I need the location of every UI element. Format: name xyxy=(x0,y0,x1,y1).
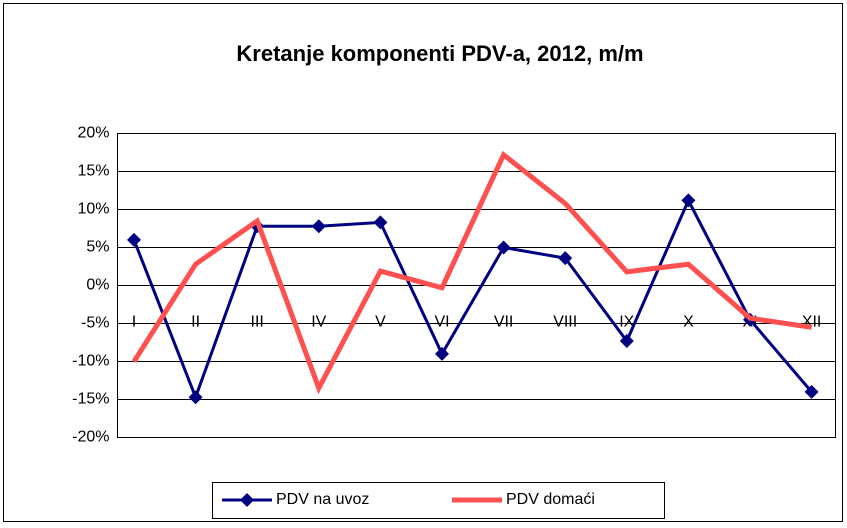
x-tick-label: V xyxy=(375,314,386,331)
x-tick-label: III xyxy=(251,314,264,331)
x-tick-label: VII xyxy=(494,314,514,331)
chart-frame xyxy=(3,3,843,522)
y-tick-label: 0% xyxy=(86,277,109,294)
y-tick-label: 10% xyxy=(77,201,109,218)
marker xyxy=(127,232,141,247)
marker xyxy=(373,215,388,230)
x-tick-label: II xyxy=(191,314,200,331)
marker xyxy=(496,240,511,255)
legend-marker xyxy=(240,493,254,507)
marker xyxy=(188,390,203,405)
legend-label: PDV domaći xyxy=(506,491,595,508)
marker xyxy=(311,219,326,234)
y-tick-label: -10% xyxy=(72,353,109,370)
x-tick-label: IV xyxy=(311,314,326,331)
marker xyxy=(435,346,449,361)
x-tick-label: X xyxy=(683,314,694,331)
marker xyxy=(681,193,696,208)
y-tick-label: -20% xyxy=(72,429,109,446)
y-tick-label: -5% xyxy=(81,315,109,332)
y-tick-label: 20% xyxy=(77,125,109,142)
y-tick-label: 15% xyxy=(77,163,109,180)
x-tick-label: IX xyxy=(619,314,634,331)
marker xyxy=(558,251,573,266)
y-tick-label: 5% xyxy=(86,239,109,256)
series-line xyxy=(131,150,812,395)
x-tick-label: I xyxy=(132,314,136,331)
series-line xyxy=(132,196,813,402)
legend-label: PDV na uvoz xyxy=(276,491,369,508)
chart-title: Kretanje komponenti PDV-a, 2012, m/m xyxy=(236,41,643,66)
x-tick-label: VIII xyxy=(553,314,577,331)
x-tick-label: VI xyxy=(434,314,449,331)
legend-box xyxy=(212,482,665,519)
marker xyxy=(619,333,634,348)
y-tick-label: -15% xyxy=(72,391,109,408)
marker xyxy=(804,384,819,399)
